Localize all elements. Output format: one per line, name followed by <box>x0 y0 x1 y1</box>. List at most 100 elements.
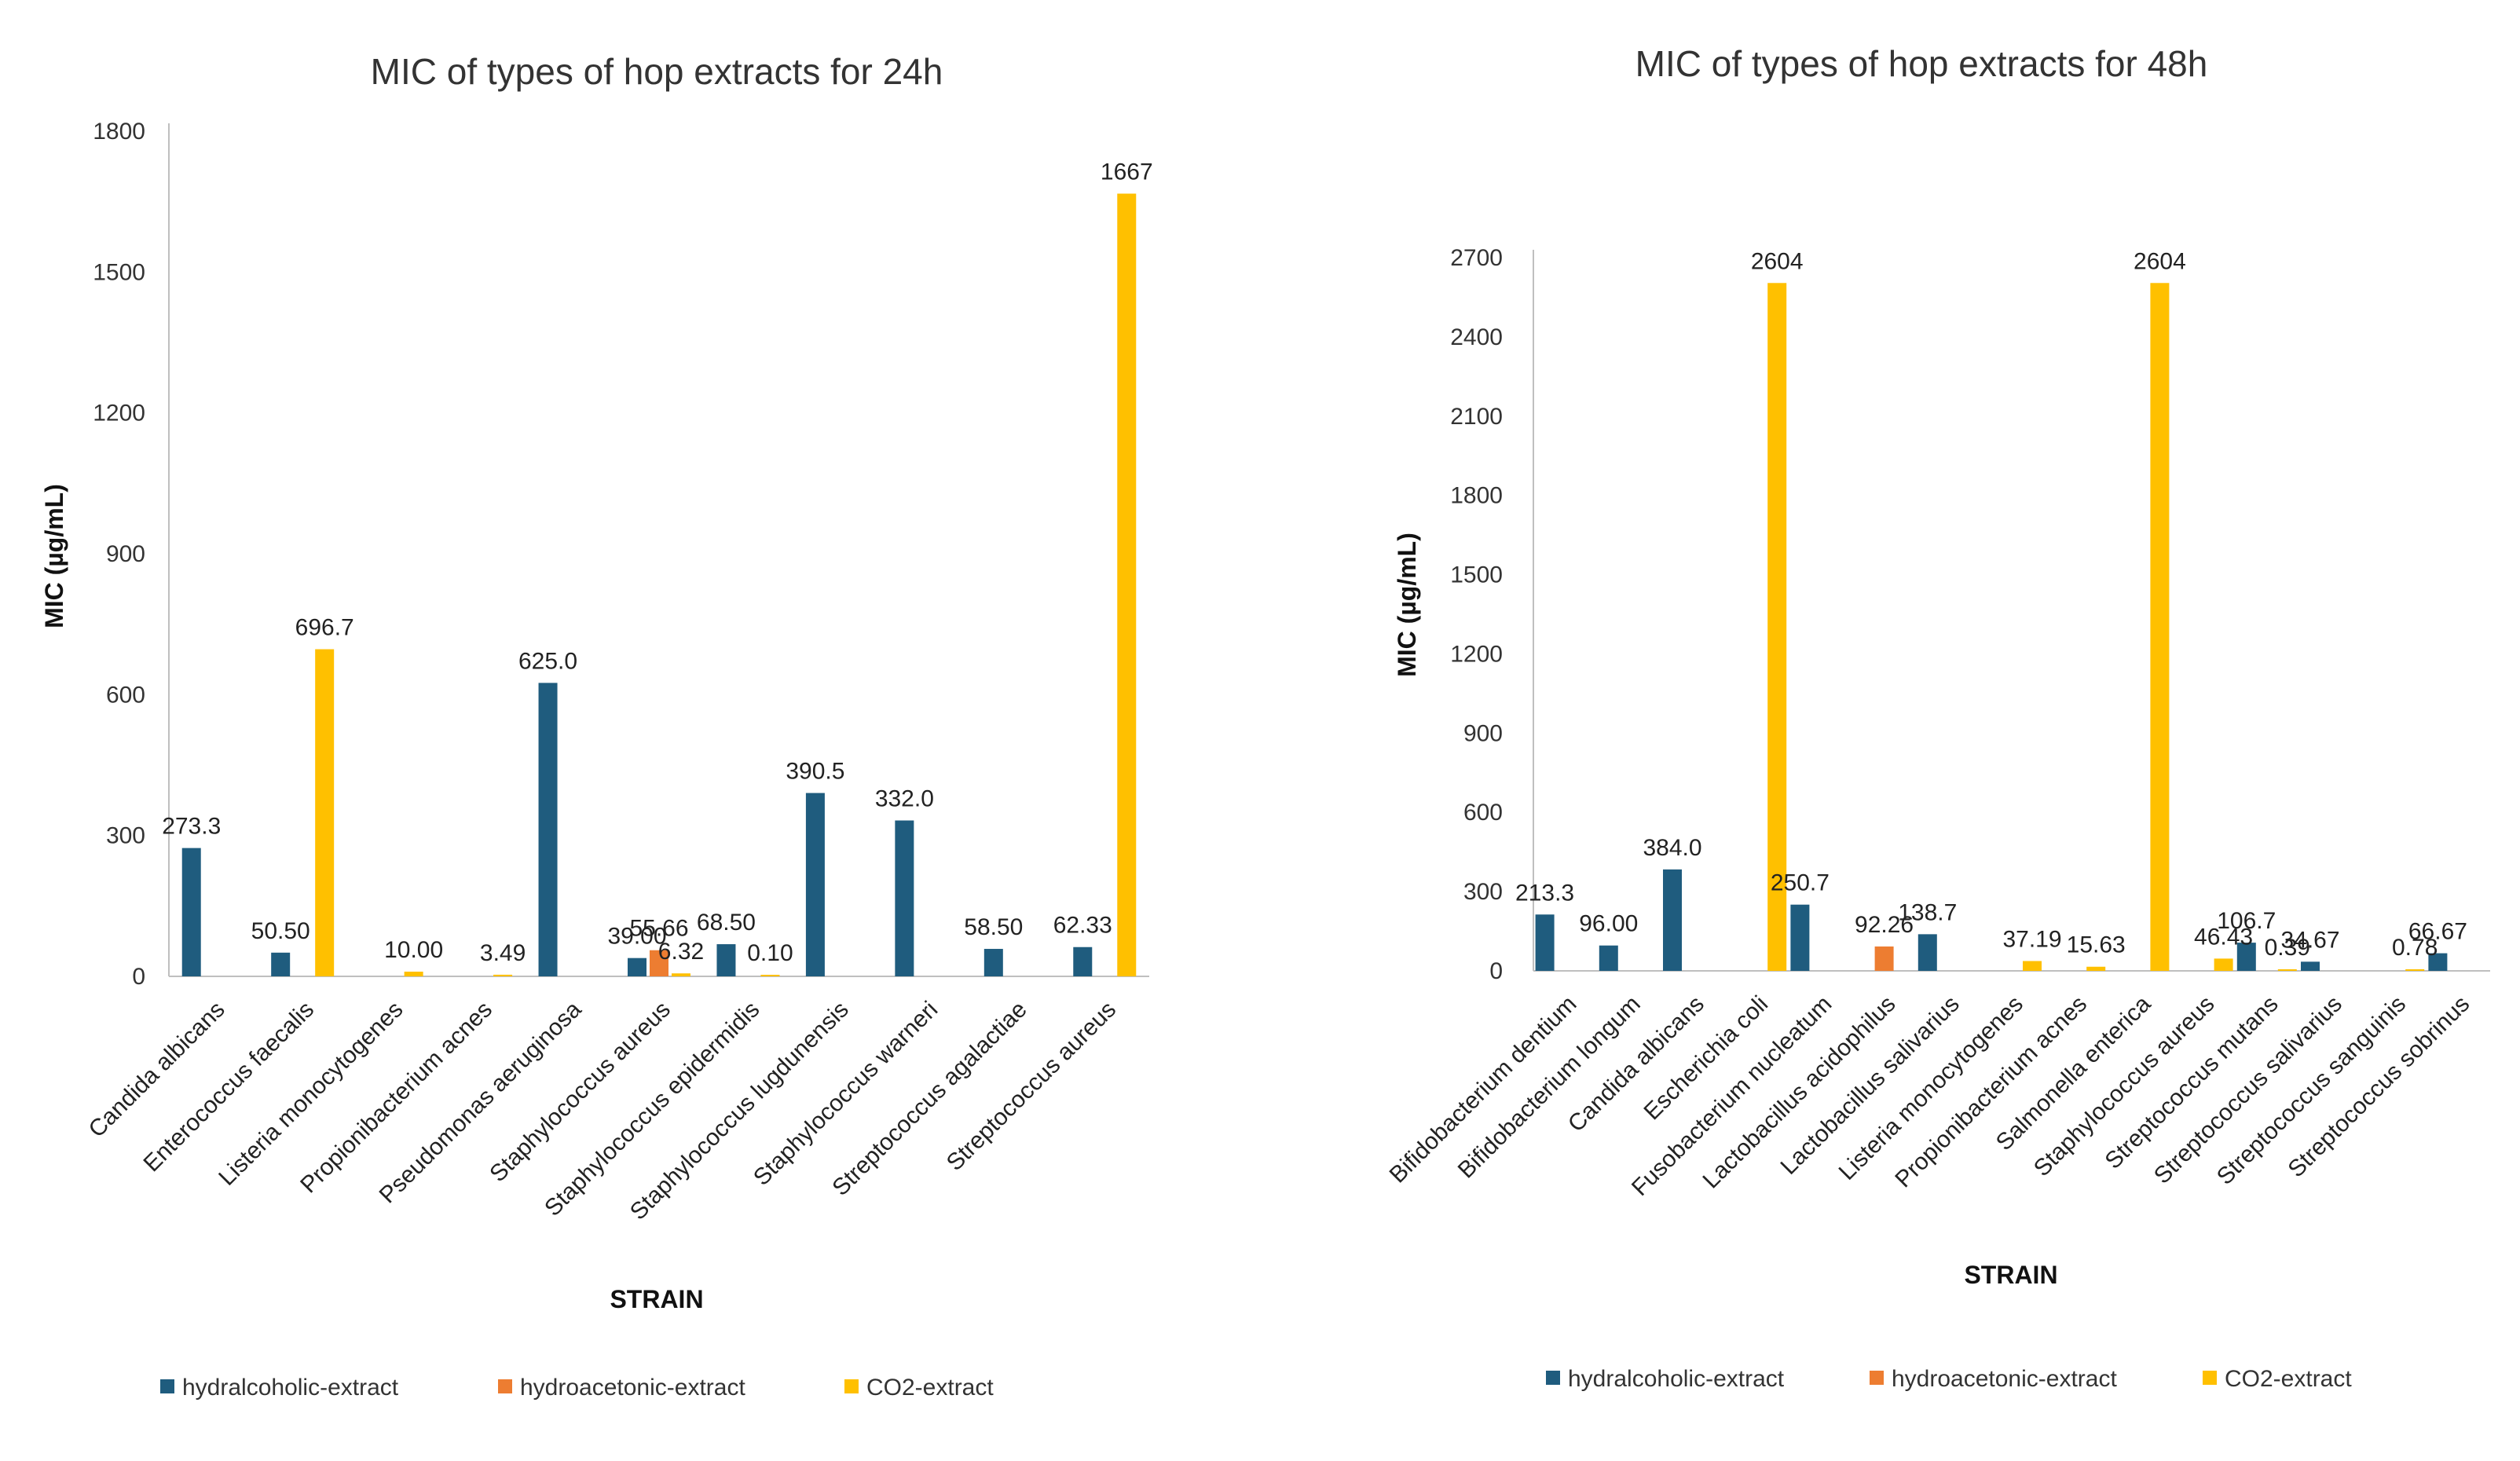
bar-co2 <box>2405 969 2425 971</box>
category-label: Staphylococcus warneri <box>749 997 943 1191</box>
y-axis-title: MIC (µg/mL) <box>1393 533 1421 677</box>
chart-title: MIC of types of hop extracts for 48h <box>1635 43 2208 84</box>
y-tick-label: 300 <box>106 823 145 849</box>
y-tick-label: 600 <box>1463 800 1503 826</box>
legend-swatch-hydroacetonic <box>498 1379 512 1393</box>
bar-co2 <box>2150 283 2170 972</box>
bar-hydralcoholic <box>1599 945 1618 971</box>
y-tick-label: 1800 <box>1450 483 1503 509</box>
data-label: 3.49 <box>480 940 526 966</box>
axes <box>1533 250 2490 972</box>
legend: hydralcoholic-extract hydroacetonic-extr… <box>160 1375 994 1401</box>
legend-label-hydralcoholic: hydralcoholic-extract <box>182 1375 399 1401</box>
data-label: 2604 <box>1751 248 1804 274</box>
category-label: Streptococcus aureus <box>942 997 1122 1177</box>
data-label: 2604 <box>2134 248 2186 274</box>
legend-label-co2: CO2-extract <box>866 1375 994 1401</box>
bar-co2 <box>2086 966 2106 971</box>
y-tick-label: 0 <box>132 964 145 990</box>
data-label: 106.7 <box>2217 908 2276 934</box>
data-label: 1667 <box>1101 159 1153 185</box>
bar-hydralcoholic <box>1790 904 1810 971</box>
y-tick-label: 900 <box>1463 720 1503 746</box>
y-tick-label: 300 <box>1463 879 1503 905</box>
data-label: 92.26 <box>1855 912 1914 938</box>
bar-co2 <box>493 974 513 976</box>
data-label: 273.3 <box>162 814 221 840</box>
bar-hydralcoholic <box>2301 961 2320 971</box>
legend-label-hydroacetonic: hydroacetonic-extract <box>1892 1366 2117 1392</box>
bar-hydralcoholic <box>1917 934 1937 971</box>
bar-hydralcoholic <box>983 949 1003 976</box>
data-label: 55.66 <box>629 916 688 942</box>
legend-swatch-co2 <box>2203 1371 2217 1385</box>
bar-co2 <box>2277 969 2297 971</box>
chart-24h: MIC of types of hop extracts for 24h MIC… <box>40 51 1153 1401</box>
y-tick-label: 900 <box>106 541 145 567</box>
legend: hydralcoholic-extract hydroacetonic-extr… <box>1546 1366 2352 1392</box>
y-tick-label: 600 <box>106 682 145 708</box>
data-label: 213.3 <box>1515 880 1574 906</box>
x-axis-title: STRAIN <box>1964 1261 2057 1289</box>
y-tick-label: 1500 <box>1450 562 1503 588</box>
bar-hydralcoholic <box>2428 953 2448 971</box>
data-label: 96.00 <box>1579 911 1638 937</box>
legend-swatch-co2 <box>844 1379 859 1393</box>
data-label: 384.0 <box>1643 835 1701 861</box>
y-tick-labels: 0 300 600 900 1200 1500 1800 2100 2400 2700 <box>1450 245 1503 984</box>
bar-hydralcoholic <box>805 793 825 976</box>
data-label: 62.33 <box>1053 913 1112 939</box>
bar-co2 <box>1767 283 1787 972</box>
data-label: 0.10 <box>747 940 793 966</box>
bar-hydralcoholic <box>716 944 736 976</box>
data-label: 10.00 <box>384 937 443 963</box>
bar-hydralcoholic <box>1535 914 1555 971</box>
chart-48h: MIC of types of hop extracts for 48h MIC… <box>1385 43 2490 1392</box>
y-tick-label: 1200 <box>1450 641 1503 667</box>
bar-co2 <box>404 972 423 976</box>
data-label: 39.00 <box>607 924 666 950</box>
bar-co2 <box>1117 193 1137 976</box>
bar-hydralcoholic <box>538 683 558 976</box>
bar-hydralcoholic <box>271 952 291 976</box>
data-label: 138.7 <box>1898 899 1957 925</box>
data-label: 34.67 <box>2280 927 2339 953</box>
bars <box>181 193 1137 976</box>
legend-label-hydralcoholic: hydralcoholic-extract <box>1568 1366 1785 1392</box>
data-label: 15.63 <box>2067 932 2126 958</box>
bar-hydralcoholic <box>628 958 646 976</box>
x-axis-title: STRAIN <box>610 1285 703 1313</box>
category-label: Enterococcus faecalis <box>138 997 319 1177</box>
data-label: 625.0 <box>518 648 577 674</box>
y-tick-label: 2400 <box>1450 324 1503 350</box>
bar-hydralcoholic <box>1073 947 1093 976</box>
data-label: 332.0 <box>875 786 934 812</box>
data-label: 250.7 <box>1771 870 1830 896</box>
legend-swatch-hydralcoholic <box>160 1379 174 1393</box>
bar-hydroacetonic <box>1874 946 1894 971</box>
bar-hydroacetonic <box>650 950 668 976</box>
y-tick-label: 1800 <box>93 119 145 145</box>
legend-label-co2: CO2-extract <box>2225 1366 2352 1392</box>
y-tick-label: 2100 <box>1450 404 1503 430</box>
bar-hydralcoholic <box>1663 869 1682 971</box>
data-label: 390.5 <box>786 759 844 785</box>
data-label: 6.32 <box>658 939 704 965</box>
bar-co2 <box>2214 958 2233 971</box>
category-label: Listeria monocytogenes <box>214 997 408 1191</box>
y-axis-title: MIC (µg/mL) <box>40 484 68 628</box>
y-tick-label: 1200 <box>93 401 145 427</box>
data-label: 68.50 <box>697 910 756 936</box>
y-tick-label: 2700 <box>1450 245 1503 271</box>
data-label: 0.78 <box>2392 935 2438 961</box>
bar-co2 <box>760 975 780 976</box>
data-label: 58.50 <box>964 914 1023 940</box>
y-tick-label: 1500 <box>93 259 145 285</box>
data-label: 0.39 <box>2265 935 2310 961</box>
